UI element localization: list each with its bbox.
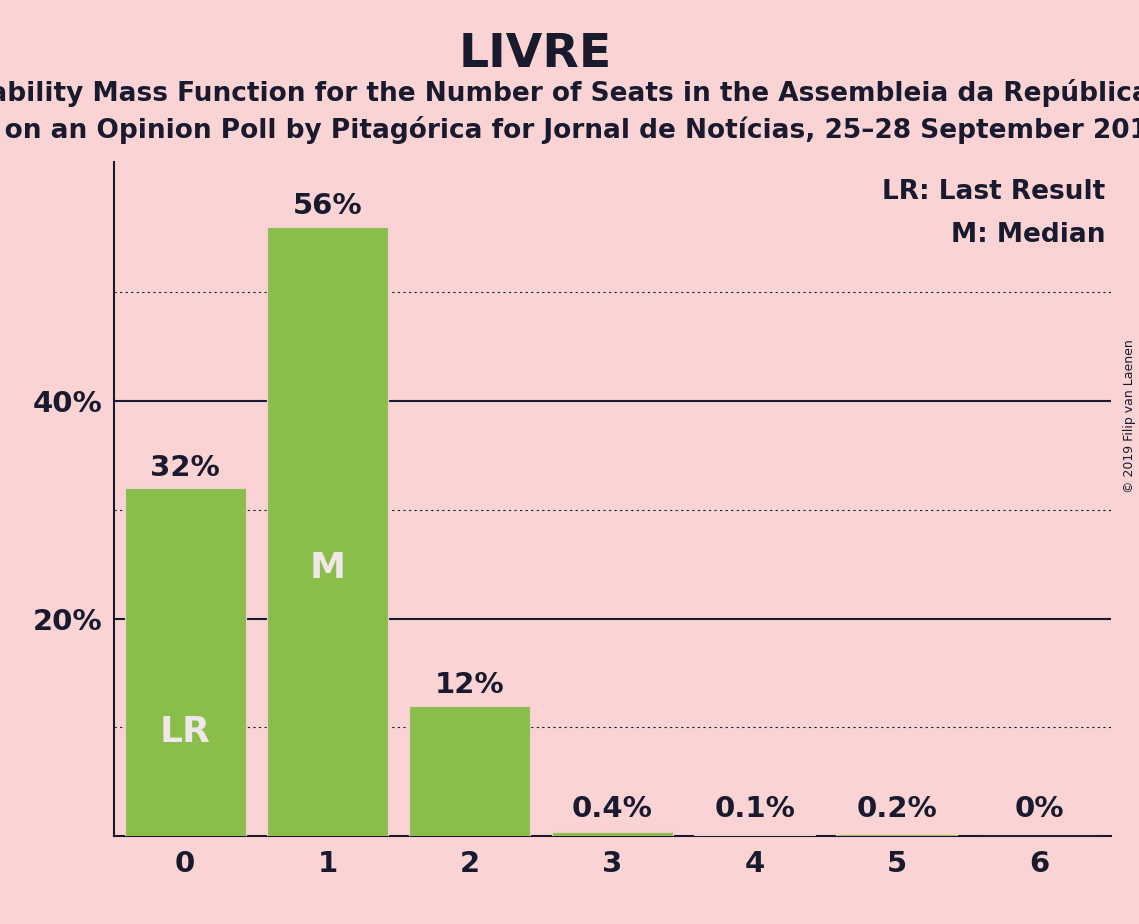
Text: Based on an Opinion Poll by Pitagórica for Jornal de Notícias, 25–28 September 2: Based on an Opinion Poll by Pitagórica f… xyxy=(0,116,1139,143)
Bar xyxy=(551,832,673,836)
Text: 12%: 12% xyxy=(435,671,505,699)
Bar xyxy=(267,227,388,836)
Text: 0.4%: 0.4% xyxy=(572,796,653,823)
Bar xyxy=(409,706,531,836)
Text: Probability Mass Function for the Number of Seats in the Assembleia da República: Probability Mass Function for the Number… xyxy=(0,79,1139,106)
Text: 0.1%: 0.1% xyxy=(714,796,795,823)
Text: LIVRE: LIVRE xyxy=(459,32,612,78)
Bar xyxy=(124,488,246,836)
Text: 0.2%: 0.2% xyxy=(857,796,937,823)
Text: © 2019 Filip van Laenen: © 2019 Filip van Laenen xyxy=(1123,339,1137,492)
Bar xyxy=(836,834,958,836)
Text: LR: LR xyxy=(159,715,211,748)
Text: 32%: 32% xyxy=(150,454,220,481)
Text: LR: Last Result: LR: Last Result xyxy=(883,178,1106,204)
Text: M: Median: M: Median xyxy=(951,223,1106,249)
Text: M: M xyxy=(310,551,345,585)
Bar xyxy=(694,835,816,836)
Text: 56%: 56% xyxy=(293,192,362,221)
Text: 0%: 0% xyxy=(1015,796,1064,823)
